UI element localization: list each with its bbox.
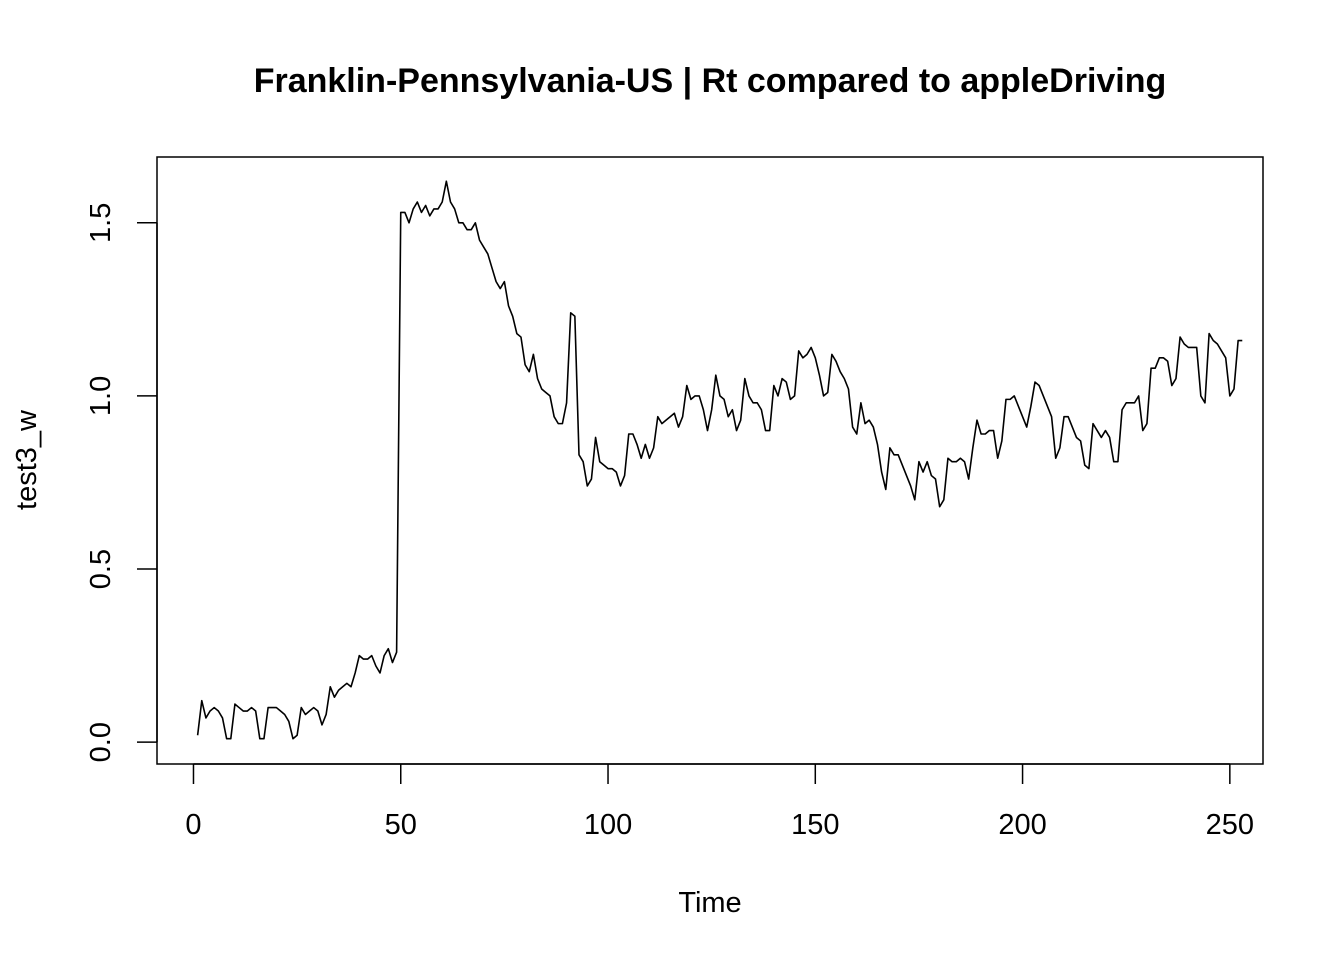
y-tick-label: 0.5 [85,549,117,589]
y-tick-label: 1.0 [85,376,117,416]
x-tick-label: 250 [1206,809,1254,841]
y-axis-label: test3_w [11,409,43,510]
x-axis: 0 50 100 150 200 250 [185,763,1254,841]
x-tick-label: 200 [998,809,1046,841]
x-tick-label: 150 [791,809,839,841]
x-tick-label: 0 [185,809,201,841]
series-line [196,180,1243,740]
plot-frame [156,156,1264,765]
x-axis-label: Time [678,887,741,919]
y-tick-label: 1.5 [85,203,117,243]
chart-title: Franklin-Pennsylvania-US | Rt compared t… [254,62,1167,100]
x-tick-label: 100 [584,809,632,841]
x-tick-label: 50 [385,809,417,841]
y-axis: 0.0 0.5 1.0 1.5 [85,203,158,762]
y-tick-label: 0.0 [85,722,117,762]
